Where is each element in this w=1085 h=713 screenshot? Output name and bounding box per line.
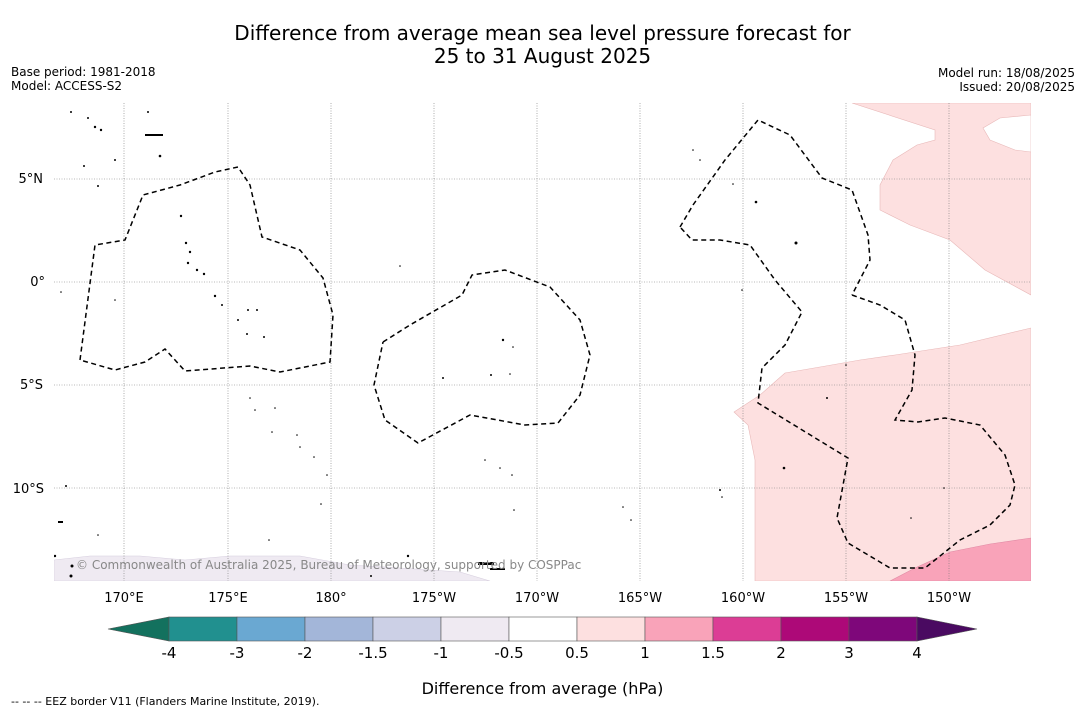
pressure-anomaly-fill-0.5-1-east bbox=[851, 103, 1031, 296]
colorbar-tick-label: -4 bbox=[162, 644, 177, 662]
colorbar-tick-label: 0.5 bbox=[565, 644, 589, 662]
colorbar-segment bbox=[712, 616, 782, 642]
title-line-1: Difference from average mean sea level p… bbox=[234, 21, 851, 45]
lon-label-160w: 160°W bbox=[721, 591, 765, 606]
colorbar-tick-label: 4 bbox=[912, 644, 922, 662]
model-run: Model run: 18/08/2025 bbox=[937, 66, 1075, 80]
colorbar-tick-label: -2 bbox=[298, 644, 313, 662]
colorbar-segment bbox=[576, 616, 646, 642]
colorbar-tick-label: -3 bbox=[230, 644, 245, 662]
lat-label-0: 0° bbox=[30, 275, 45, 290]
map-plot-area bbox=[54, 103, 1031, 581]
colorbar-segment bbox=[304, 616, 374, 642]
pressure-anomaly-fill-0.5-1-southeast bbox=[733, 327, 1031, 581]
lon-label-175w: 175°W bbox=[412, 591, 456, 606]
colorbar-segment bbox=[236, 616, 306, 642]
eez-kiribati-gilbert bbox=[79, 166, 334, 373]
pressure-anomaly-fill-1-1.5 bbox=[889, 537, 1031, 581]
lon-label-170e: 170°E bbox=[104, 591, 144, 606]
colorbar-tick-label: 2 bbox=[776, 644, 786, 662]
pressure-anomaly-fill-neg bbox=[54, 555, 491, 581]
eez-kiribati-line bbox=[679, 119, 1016, 569]
base-period: Base period: 1981-2018 bbox=[11, 65, 156, 79]
lon-label-180: 180° bbox=[315, 591, 346, 606]
colorbar-segment bbox=[372, 616, 442, 642]
lon-label-175e: 175°E bbox=[208, 591, 248, 606]
colorbar-segment bbox=[508, 616, 578, 642]
lat-label-5s: 5°S bbox=[20, 378, 43, 393]
chart-title: Difference from average mean sea level p… bbox=[0, 22, 1085, 68]
islands bbox=[54, 111, 945, 578]
issued-date: Issued: 20/08/2025 bbox=[959, 80, 1075, 94]
colorbar-under-extend bbox=[107, 616, 170, 642]
model-name: Model: ACCESS-S2 bbox=[11, 79, 123, 93]
colorbar-segment bbox=[848, 616, 918, 642]
gridlines bbox=[54, 103, 1031, 581]
lat-label-5n: 5°N bbox=[19, 172, 44, 187]
colorbar-tick-label: 1.5 bbox=[701, 644, 725, 662]
colorbar-segment bbox=[644, 616, 714, 642]
eez-legend-note: -- -- -- EEZ border V11 (Flanders Marine… bbox=[11, 695, 320, 708]
colorbar-segment bbox=[168, 616, 238, 642]
lat-label-10s: 10°S bbox=[13, 482, 44, 497]
colorbar-tick-label: -1.5 bbox=[358, 644, 387, 662]
longitude-labels: 170°E 175°E 180° 175°W 170°W 165°W 160°W… bbox=[104, 591, 971, 606]
title-line-2: 25 to 31 August 2025 bbox=[433, 44, 652, 68]
meta-right: Model run: 18/08/2025 Issued: 20/08/2025 bbox=[938, 66, 1075, 94]
latitude-labels: 5°N 0° 5°S 10°S bbox=[13, 172, 45, 497]
colorbar-label: Difference from average (hPa) bbox=[421, 679, 664, 698]
eez-kiribati-phoenix bbox=[373, 269, 591, 444]
lon-label-150w: 150°W bbox=[927, 591, 971, 606]
colorbar-segment bbox=[780, 616, 850, 642]
lon-label-165w: 165°W bbox=[618, 591, 662, 606]
pressure-anomaly-fill-bay bbox=[982, 114, 1031, 153]
colorbar-tick-label: 1 bbox=[640, 644, 650, 662]
eez-borders bbox=[79, 119, 1016, 569]
lon-label-155w: 155°W bbox=[824, 591, 868, 606]
map-attribution: © Commonwealth of Australia 2025, Bureau… bbox=[76, 558, 582, 572]
meta-left: Base period: 1981-2018 Model: ACCESS-S2 bbox=[11, 65, 156, 93]
colorbar-over-extend bbox=[916, 616, 978, 642]
lon-label-170w: 170°W bbox=[515, 591, 559, 606]
colorbar: -4 -3 -2 -1.5 -1 -0.5 0.5 1 1.5 2 3 4 bbox=[107, 616, 978, 662]
colorbar-tick-label: -0.5 bbox=[494, 644, 523, 662]
colorbar-tick-label: -1 bbox=[434, 644, 449, 662]
colorbar-segment bbox=[440, 616, 510, 642]
colorbar-tick-label: 3 bbox=[844, 644, 854, 662]
